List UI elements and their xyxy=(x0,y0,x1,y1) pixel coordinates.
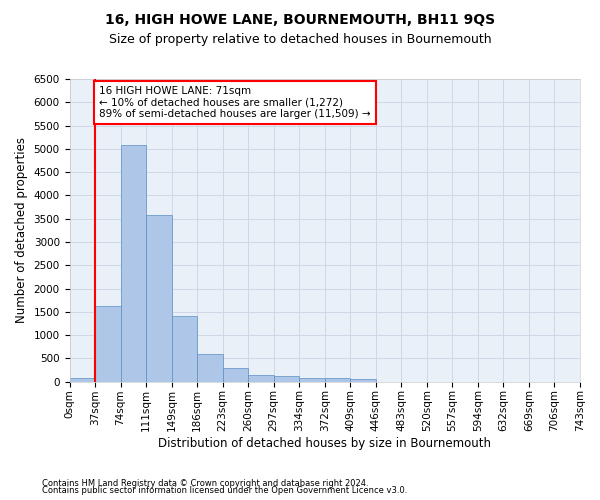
Bar xyxy=(70,378,95,382)
Text: 16, HIGH HOWE LANE, BOURNEMOUTH, BH11 9QS: 16, HIGH HOWE LANE, BOURNEMOUTH, BH11 9Q… xyxy=(105,12,495,26)
Bar xyxy=(350,379,376,382)
Bar xyxy=(223,368,248,382)
Bar xyxy=(248,375,274,382)
Bar xyxy=(325,378,350,382)
X-axis label: Distribution of detached houses by size in Bournemouth: Distribution of detached houses by size … xyxy=(158,437,491,450)
Bar xyxy=(121,145,146,382)
Bar xyxy=(299,378,325,382)
Bar xyxy=(146,215,172,382)
Bar xyxy=(95,306,121,382)
Bar xyxy=(197,354,223,382)
Y-axis label: Number of detached properties: Number of detached properties xyxy=(15,138,28,324)
Bar xyxy=(274,376,299,382)
Text: Size of property relative to detached houses in Bournemouth: Size of property relative to detached ho… xyxy=(109,32,491,46)
Text: Contains public sector information licensed under the Open Government Licence v3: Contains public sector information licen… xyxy=(42,486,407,495)
Text: Contains HM Land Registry data © Crown copyright and database right 2024.: Contains HM Land Registry data © Crown c… xyxy=(42,478,368,488)
Bar xyxy=(172,316,197,382)
Text: 16 HIGH HOWE LANE: 71sqm
← 10% of detached houses are smaller (1,272)
89% of sem: 16 HIGH HOWE LANE: 71sqm ← 10% of detach… xyxy=(99,86,371,119)
